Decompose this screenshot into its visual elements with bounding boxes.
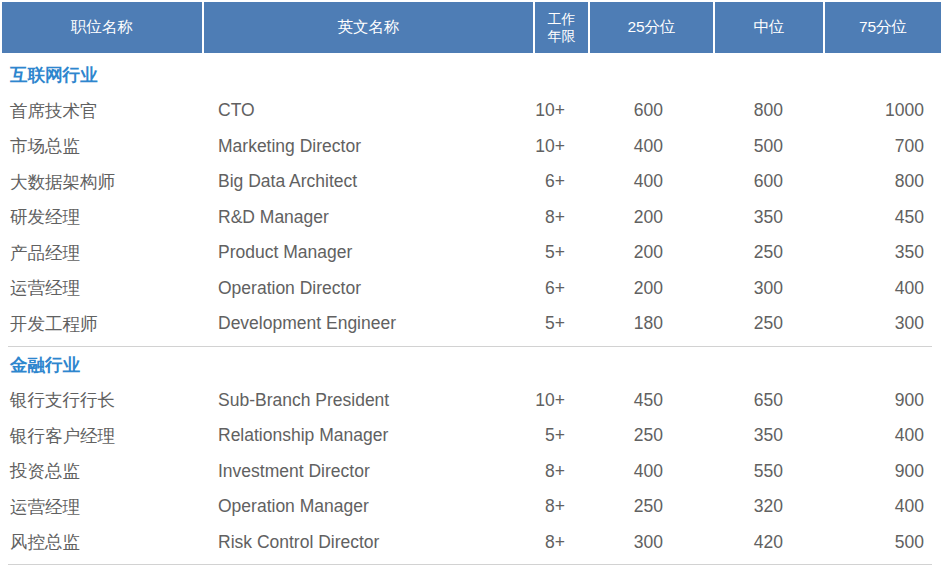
- cell-position-cn: 研发经理: [2, 205, 202, 229]
- table-row: 银行客户经理 Relationship Manager 5+ 250 350 4…: [2, 418, 941, 454]
- table-header-row: 职位名称 英文名称 工作 年限 25分位 中位 75分位: [2, 2, 941, 53]
- section-title-finance: 金融行业: [2, 347, 941, 383]
- cell-p75: 1000: [823, 100, 941, 121]
- cell-p25: 300: [588, 532, 713, 553]
- cell-years: 6+: [533, 278, 588, 299]
- col-header-p25: 25分位: [588, 2, 713, 53]
- cell-median: 800: [713, 100, 823, 121]
- cell-years: 10+: [533, 136, 588, 157]
- table-row: 运营经理 Operation Director 6+ 200 300 400: [2, 271, 941, 307]
- cell-position-en: Development Engineer: [202, 313, 533, 334]
- cell-p25: 200: [588, 242, 713, 263]
- cell-median: 250: [713, 313, 823, 334]
- col-header-years-line2: 年限: [548, 28, 576, 45]
- cell-position-cn: 产品经理: [2, 241, 202, 265]
- cell-p25: 200: [588, 278, 713, 299]
- cell-median: 550: [713, 461, 823, 482]
- cell-position-en: Product Manager: [202, 242, 533, 263]
- table-row: 投资总监 Investment Director 8+ 400 550 900: [2, 454, 941, 490]
- cell-p75: 500: [823, 532, 941, 553]
- cell-p25: 400: [588, 461, 713, 482]
- cell-p25: 400: [588, 136, 713, 157]
- cell-median: 350: [713, 425, 823, 446]
- cell-p75: 400: [823, 425, 941, 446]
- cell-p75: 900: [823, 390, 941, 411]
- cell-position-cn: 风控总监: [2, 530, 202, 554]
- cell-position-en: CTO: [202, 100, 533, 121]
- cell-p25: 400: [588, 171, 713, 192]
- cell-median: 250: [713, 242, 823, 263]
- cell-p25: 450: [588, 390, 713, 411]
- cell-position-cn: 银行客户经理: [2, 424, 202, 448]
- cell-years: 5+: [533, 242, 588, 263]
- col-header-years: 工作 年限: [533, 2, 588, 53]
- cell-p75: 450: [823, 207, 941, 228]
- cell-p75: 350: [823, 242, 941, 263]
- cell-years: 10+: [533, 100, 588, 121]
- cell-position-cn: 投资总监: [2, 459, 202, 483]
- cell-years: 8+: [533, 461, 588, 482]
- cell-position-en: Relationship Manager: [202, 425, 533, 446]
- cell-years: 6+: [533, 171, 588, 192]
- table-row: 风控总监 Risk Control Director 8+ 300 420 50…: [2, 525, 941, 561]
- cell-p75: 400: [823, 496, 941, 517]
- cell-position-en: Marketing Director: [202, 136, 533, 157]
- table-row: 大数据架构师 Big Data Architect 6+ 400 600 800: [2, 164, 941, 200]
- cell-years: 5+: [533, 313, 588, 334]
- cell-p25: 600: [588, 100, 713, 121]
- cell-median: 420: [713, 532, 823, 553]
- cell-position-en: Operation Manager: [202, 496, 533, 517]
- cell-median: 600: [713, 171, 823, 192]
- table-row: 市场总监 Marketing Director 10+ 400 500 700: [2, 129, 941, 165]
- cell-median: 300: [713, 278, 823, 299]
- cell-position-en: Sub-Branch President: [202, 390, 533, 411]
- cell-position-cn: 大数据架构师: [2, 170, 202, 194]
- cell-p25: 250: [588, 496, 713, 517]
- cell-years: 8+: [533, 496, 588, 517]
- table-row: 银行支行行长 Sub-Branch President 10+ 450 650 …: [2, 383, 941, 419]
- table-row: 研发经理 R&D Manager 8+ 200 350 450: [2, 200, 941, 236]
- cell-position-cn: 运营经理: [2, 276, 202, 300]
- cell-position-en: Risk Control Director: [202, 532, 533, 553]
- cell-median: 650: [713, 390, 823, 411]
- cell-p75: 700: [823, 136, 941, 157]
- cell-years: 5+: [533, 425, 588, 446]
- table-row: 运营经理 Operation Manager 8+ 250 320 400: [2, 489, 941, 525]
- cell-p25: 200: [588, 207, 713, 228]
- cell-position-cn: 开发工程师: [2, 312, 202, 336]
- cell-p75: 300: [823, 313, 941, 334]
- cell-median: 500: [713, 136, 823, 157]
- cell-median: 350: [713, 207, 823, 228]
- col-header-position-en: 英文名称: [202, 2, 533, 53]
- cell-position-en: R&D Manager: [202, 207, 533, 228]
- section-title-internet: 互联网行业: [2, 57, 941, 93]
- cell-p75: 400: [823, 278, 941, 299]
- cell-position-en: Investment Director: [202, 461, 533, 482]
- salary-table: 职位名称 英文名称 工作 年限 25分位 中位 75分位 互联网行业 首席技术官…: [2, 2, 941, 565]
- table-row: 开发工程师 Development Engineer 5+ 180 250 30…: [2, 306, 941, 342]
- cell-years: 8+: [533, 532, 588, 553]
- cell-years: 10+: [533, 390, 588, 411]
- cell-position-cn: 市场总监: [2, 134, 202, 158]
- cell-position-cn: 运营经理: [2, 495, 202, 519]
- cell-p25: 180: [588, 313, 713, 334]
- col-header-median: 中位: [713, 2, 823, 53]
- cell-p75: 800: [823, 171, 941, 192]
- table-bottom-border: [8, 564, 932, 565]
- col-header-position-cn: 职位名称: [2, 2, 202, 53]
- cell-position-cn: 银行支行行长: [2, 388, 202, 412]
- cell-position-cn: 首席技术官: [2, 99, 202, 123]
- col-header-years-line1: 工作: [548, 11, 576, 28]
- cell-years: 8+: [533, 207, 588, 228]
- col-header-p75: 75分位: [823, 2, 941, 53]
- cell-position-en: Big Data Architect: [202, 171, 533, 192]
- cell-position-en: Operation Director: [202, 278, 533, 299]
- cell-median: 320: [713, 496, 823, 517]
- table-row: 产品经理 Product Manager 5+ 200 250 350: [2, 235, 941, 271]
- cell-p75: 900: [823, 461, 941, 482]
- table-row: 首席技术官 CTO 10+ 600 800 1000: [2, 93, 941, 129]
- cell-p25: 250: [588, 425, 713, 446]
